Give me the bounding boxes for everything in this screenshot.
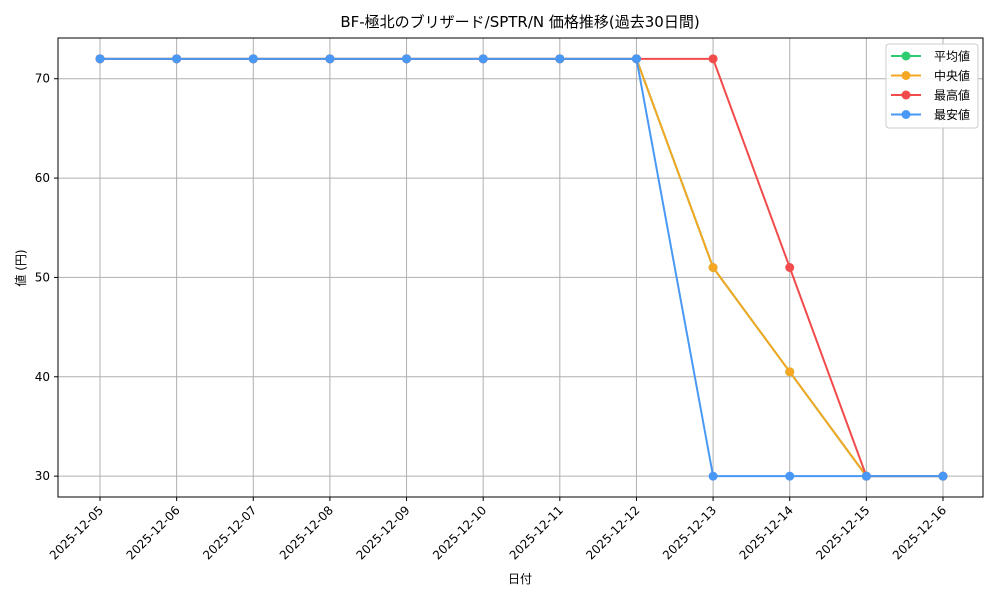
legend-marker-icon <box>901 51 911 61</box>
series-line <box>100 57 943 478</box>
x-tick-label: 2025-12-09 <box>353 503 412 562</box>
data-point <box>248 54 258 64</box>
chart-title: BF-極北のブリザード/SPTR/N 価格推移(過去30日間) <box>340 13 699 31</box>
y-axis-ticks: 30 40 50 60 70 <box>35 72 58 483</box>
legend-item: 平均値 <box>891 49 970 64</box>
x-tick-label: 2025-12-16 <box>890 503 949 562</box>
series-lines <box>95 54 948 481</box>
data-point <box>478 54 488 64</box>
grid-lines <box>58 38 983 497</box>
series-line <box>100 57 943 478</box>
x-tick-label: 2025-12-12 <box>583 503 642 562</box>
data-point <box>555 54 565 64</box>
x-tick-label: 2025-12-11 <box>507 503 566 562</box>
x-tick-label: 2025-12-13 <box>660 503 719 562</box>
data-point <box>861 471 871 481</box>
x-tick-label: 2025-12-07 <box>200 503 259 562</box>
y-tick-label: 30 <box>35 469 50 483</box>
y-tick-label: 40 <box>35 370 50 384</box>
series-0 <box>95 54 948 481</box>
data-point <box>402 54 412 64</box>
legend-item: 最安値 <box>891 107 970 122</box>
series-line <box>100 57 943 478</box>
legend-label: 平均値 <box>934 49 970 64</box>
y-tick-label: 50 <box>35 270 50 284</box>
x-tick-label: 2025-12-08 <box>277 503 336 562</box>
legend-label: 最安値 <box>934 107 970 122</box>
legend-item: 中央値 <box>891 68 970 83</box>
data-point <box>325 54 335 64</box>
series-1 <box>95 54 948 481</box>
legend-label: 最高値 <box>934 88 970 103</box>
data-point <box>785 263 795 272</box>
y-axis-label: 値 (円) <box>13 249 28 286</box>
y-tick-label: 70 <box>35 72 50 86</box>
data-point <box>708 263 718 272</box>
legend-item: 最高値 <box>891 88 970 103</box>
data-point <box>938 471 948 481</box>
x-tick-label: 2025-12-15 <box>813 503 872 562</box>
series-line <box>100 57 943 478</box>
x-axis-label: 日付 <box>508 572 532 586</box>
data-point <box>172 54 182 64</box>
data-point <box>631 54 641 64</box>
legend-box <box>885 43 979 129</box>
data-point <box>95 54 105 64</box>
x-tick-label: 2025-12-06 <box>124 503 183 562</box>
data-point <box>708 54 718 64</box>
series-2 <box>95 54 948 481</box>
legend-label: 中央値 <box>934 68 970 83</box>
data-point <box>708 471 718 481</box>
data-point <box>785 471 795 481</box>
x-tick-label: 2025-12-05 <box>47 503 106 562</box>
plot-frame <box>57 37 984 498</box>
legend-marker-icon <box>901 71 911 80</box>
legend-marker-icon <box>901 90 911 100</box>
series-3 <box>95 54 948 481</box>
data-point <box>785 367 795 377</box>
y-tick-label: 60 <box>35 171 50 185</box>
legend-marker-icon <box>901 110 911 119</box>
x-axis-ticks: 2025-12-05 2025-12-06 2025-12-07 2025-12-08… <box>47 497 949 562</box>
x-tick-label: 2025-12-14 <box>737 503 796 562</box>
x-tick-label: 2025-12-10 <box>430 503 489 562</box>
